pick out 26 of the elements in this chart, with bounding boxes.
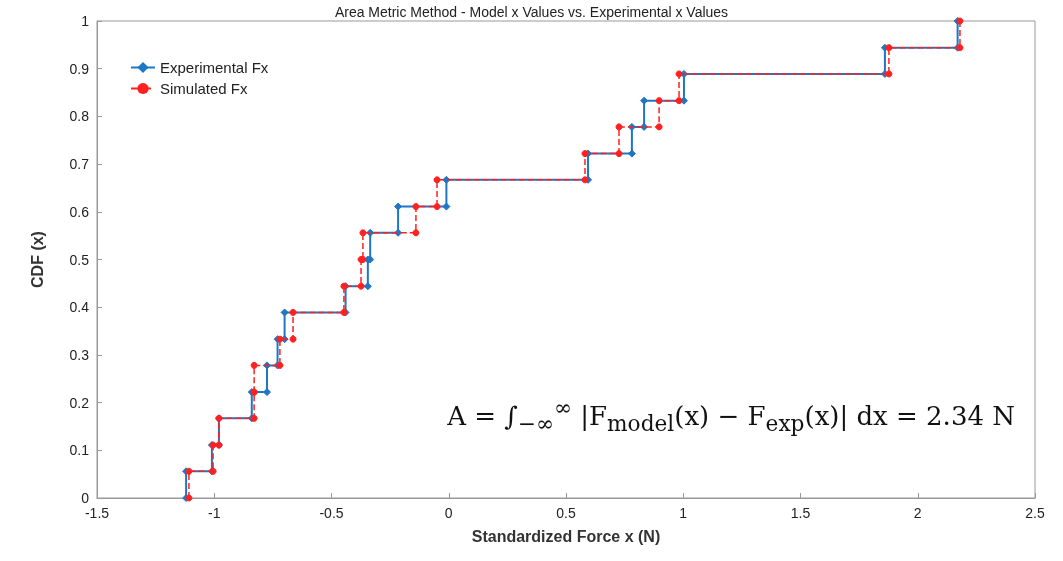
y-tick-label: 0.6 — [69, 203, 90, 220]
annotation: A = ∫$_{−∞}$$^{∞}$ |F$_{model}$(x) − F$_{exp}$(x)| dx = 2.34 N — [447, 395, 1015, 436]
x-tick-label: 1.5 — [790, 505, 811, 521]
x-tick-label: 0.5 — [556, 505, 576, 521]
x-tick-label: 1 — [679, 505, 688, 521]
y-tick-label: 0.9 — [69, 60, 90, 77]
y-tick-label: 0 — [81, 490, 90, 506]
y-tick-label: 0.2 — [69, 394, 90, 411]
y-tick-label: 0.4 — [69, 299, 90, 316]
y-tick-label: 0.1 — [69, 442, 90, 459]
y-tick-label: 0.5 — [69, 251, 90, 268]
x-tick-label: -1.5 — [84, 505, 110, 521]
y-tick-label: 0.8 — [69, 108, 90, 125]
x-tick-label: -0.5 — [319, 505, 344, 521]
x-tick-label: 0 — [444, 505, 453, 521]
y-tick-label: 0.7 — [69, 156, 90, 173]
y-tick-label: 0.3 — [69, 346, 90, 363]
x-tick-label: 2.5 — [1025, 505, 1045, 521]
y-tick-label: 1 — [81, 13, 90, 29]
legend-label: Experimental Fx — [160, 59, 269, 76]
y-axis-title: CDF (x) — [28, 231, 46, 288]
x-tick-label: -1 — [208, 505, 221, 521]
chart-title: Area Metric Method - Model x Values vs. Experimental x Values — [334, 4, 729, 20]
x-axis-title: Standardized Force x (N) — [471, 527, 661, 545]
x-tick-label: 2 — [913, 505, 922, 521]
legend-label: Simulated Fx — [160, 80, 249, 97]
